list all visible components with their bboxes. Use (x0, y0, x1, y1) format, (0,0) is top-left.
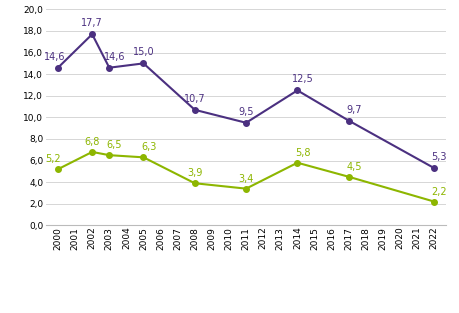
Filles (89, 150, 95, 154)
Text: 5,8: 5,8 (294, 148, 310, 158)
Garçons (191, 108, 197, 112)
Garçons (345, 119, 351, 122)
Text: 15,0: 15,0 (132, 48, 154, 58)
Filles (55, 167, 61, 171)
Text: 9,7: 9,7 (345, 105, 361, 115)
Text: 9,5: 9,5 (238, 107, 253, 117)
Text: 12,5: 12,5 (291, 74, 313, 85)
Text: 5,3: 5,3 (431, 152, 446, 162)
Text: 2,2: 2,2 (431, 187, 446, 197)
Line: Garçons: Garçons (55, 31, 436, 171)
Text: 6,8: 6,8 (84, 137, 100, 147)
Text: 14,6: 14,6 (44, 52, 65, 62)
Garçons (140, 61, 146, 65)
Filles (431, 200, 436, 203)
Filles (345, 175, 351, 179)
Text: 3,9: 3,9 (187, 168, 202, 178)
Garçons (89, 32, 95, 36)
Garçons (431, 166, 436, 170)
Filles (294, 161, 300, 165)
Line: Filles: Filles (55, 149, 436, 204)
Text: 6,3: 6,3 (140, 142, 156, 152)
Text: 5,2: 5,2 (45, 154, 61, 164)
Garçons (55, 66, 61, 69)
Garçons (294, 89, 300, 92)
Text: 10,7: 10,7 (184, 94, 205, 104)
Text: 17,7: 17,7 (81, 18, 103, 28)
Text: 6,5: 6,5 (106, 140, 122, 150)
Filles (243, 187, 248, 191)
Filles (106, 153, 112, 157)
Filles (140, 156, 146, 159)
Filles (191, 181, 197, 185)
Garçons (106, 66, 112, 69)
Garçons (243, 121, 248, 125)
Text: 4,5: 4,5 (345, 162, 361, 172)
Text: 14,6: 14,6 (103, 52, 125, 62)
Text: 3,4: 3,4 (238, 174, 253, 184)
